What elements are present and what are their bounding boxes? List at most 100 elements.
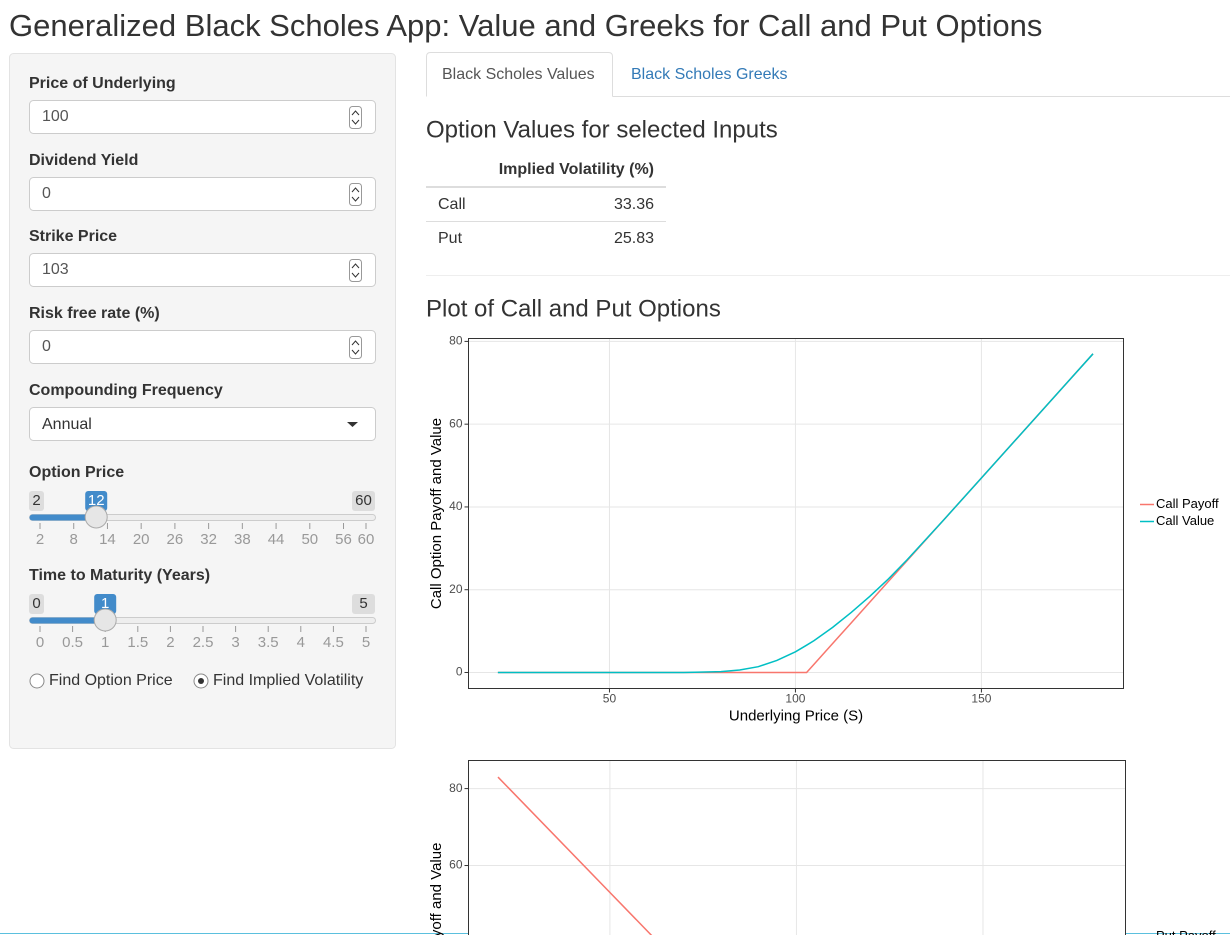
sidebar-panel <box>9 53 396 749</box>
spinner-down <box>351 119 360 125</box>
slider-max: 60 <box>355 492 372 509</box>
slider-value-bubble <box>94 594 117 614</box>
slider-tick-label: 5 <box>362 634 370 651</box>
slider-handle[interactable] <box>84 505 108 529</box>
slider-min: 0 <box>32 595 40 612</box>
slider-tick-label: 14 <box>99 531 116 548</box>
spinner-up <box>351 340 360 346</box>
y-tick-label: 20 <box>449 582 463 596</box>
tab-active <box>426 52 613 97</box>
slider-label: Time to Maturity (Years) <box>29 567 210 584</box>
y-axis-label: Call Option Payoff and Value <box>428 418 445 609</box>
slider-tick-label: 44 <box>268 531 285 548</box>
slider-tick-label: 3.5 <box>258 634 279 651</box>
radio[interactable] <box>29 673 45 689</box>
x-tick-label: 100 <box>785 692 805 706</box>
slider-min-bubble <box>29 491 44 511</box>
section-heading: Plot of Call and Put Options <box>426 295 721 322</box>
legend-label: Call Payoff <box>1156 496 1219 511</box>
input-label: Strike Price <box>29 228 117 245</box>
radio-label: Find Implied Volatility <box>213 672 363 689</box>
slider-value-bubble <box>85 491 108 511</box>
slider-tick-label: 1 <box>101 634 109 651</box>
section-heading: Option Values for selected Inputs <box>426 116 778 143</box>
x-axis-label: Underlying Price (S) <box>729 707 863 724</box>
y-tick-label: 0 <box>456 665 463 679</box>
plot-border <box>468 338 1124 689</box>
slider-max: 5 <box>359 595 367 612</box>
numeric-input[interactable] <box>29 253 376 287</box>
slider-tick-label: 38 <box>234 531 251 548</box>
slider-max-bubble <box>352 594 375 614</box>
x-tick-label: 50 <box>603 692 617 706</box>
legend-label: Put Payoff <box>1156 928 1216 935</box>
slider-min-bubble <box>29 594 44 614</box>
slider-tick-label: 4.5 <box>323 634 344 651</box>
select-caret <box>347 422 358 427</box>
slider-tick-label: 0.5 <box>62 634 83 651</box>
slider-tick-label: 26 <box>167 531 184 548</box>
slider-tick-label: 2 <box>166 634 174 651</box>
slider-tick-label: 60 <box>358 531 375 548</box>
select-value: Annual <box>42 416 92 433</box>
table-header: Implied Volatility (%) <box>499 161 654 178</box>
spinner[interactable] <box>349 183 362 206</box>
row-label: Call <box>438 196 466 213</box>
slider-tick-label: 3 <box>231 634 239 651</box>
slider-tick-label: 1.5 <box>127 634 148 651</box>
slider-tick-label: 32 <box>200 531 217 548</box>
y-tick-label: 40 <box>449 499 463 513</box>
legend-label: Call Value <box>1156 513 1214 528</box>
slider-tick-label: 2.5 <box>193 634 214 651</box>
series-line <box>497 776 658 940</box>
y-tick-label: 60 <box>449 858 463 872</box>
slider-max-bubble <box>352 491 375 511</box>
slider-min: 2 <box>32 492 40 509</box>
spinner-up <box>351 263 360 269</box>
x-tick-label: 150 <box>971 692 991 706</box>
numeric-input[interactable] <box>29 100 376 134</box>
spinner-down <box>351 349 360 355</box>
y-axis-label: Put Option Payoff and Value <box>428 843 445 935</box>
select-box[interactable] <box>29 407 376 441</box>
page-title: Generalized Black Scholes App: Value and… <box>9 8 1042 43</box>
input-value: 0 <box>42 338 51 355</box>
spinner[interactable] <box>349 259 362 282</box>
spinner-down <box>351 272 360 278</box>
series-line <box>497 353 1094 674</box>
radio-dot <box>198 678 204 684</box>
tab[interactable]: Black Scholes Values <box>442 66 595 83</box>
y-tick-label: 60 <box>449 416 463 430</box>
row-value: 25.83 <box>614 230 654 247</box>
slider-tick-label: 50 <box>301 531 318 548</box>
spinner[interactable] <box>349 106 362 129</box>
y-tick-label: 80 <box>449 334 463 348</box>
spinner-up <box>351 187 360 193</box>
slider-tick-label: 4 <box>297 634 305 651</box>
slider-value: 1 <box>101 595 109 612</box>
numeric-input[interactable] <box>29 330 376 364</box>
plot-panel <box>468 338 1124 689</box>
numeric-input[interactable] <box>29 177 376 211</box>
input-label: Risk free rate (%) <box>29 305 160 322</box>
input-value: 0 <box>42 185 51 202</box>
input-value: 100 <box>42 108 69 125</box>
row-label: Put <box>438 230 463 247</box>
slider-tick-label: 0 <box>36 634 44 651</box>
input-label: Dividend Yield <box>29 152 138 169</box>
slider-tick-label: 20 <box>133 531 150 548</box>
row-value: 33.36 <box>614 196 654 213</box>
y-tick-label: 80 <box>449 781 463 795</box>
spinner[interactable] <box>349 336 362 359</box>
slider-value: 12 <box>88 492 105 509</box>
slider-tick-label: 8 <box>70 531 78 548</box>
input-label: Price of Underlying <box>29 75 176 92</box>
slider-fill <box>29 617 106 624</box>
slider-handle[interactable] <box>93 608 117 632</box>
plot-panel <box>468 760 1126 940</box>
spinner-down <box>351 196 360 202</box>
tab[interactable]: Black Scholes Greeks <box>631 66 788 83</box>
slider-tick-label: 56 <box>335 531 352 548</box>
